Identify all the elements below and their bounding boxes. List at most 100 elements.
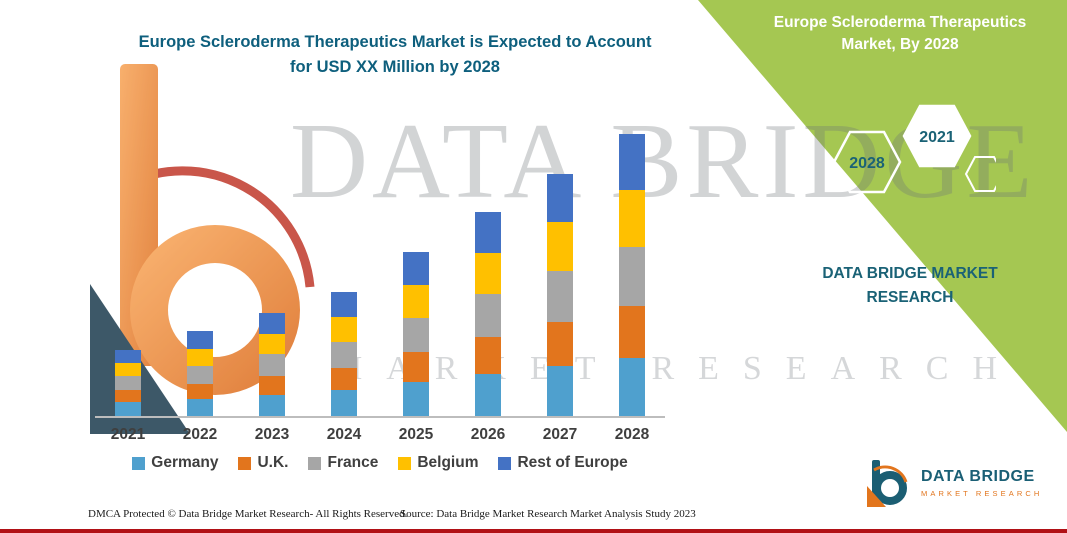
- legend-item-rest-of-europe: Rest of Europe: [498, 454, 628, 472]
- bar-segment-france: [187, 366, 213, 384]
- x-axis-labels: 2021 2022 2023 2024 2025 2026 2027 2028: [95, 426, 665, 444]
- year-hexagons: 2028 2021: [832, 104, 996, 194]
- brand-text-line1: DATA BRIDGE MARKET: [822, 265, 998, 282]
- stacked-bar-2028: [619, 134, 645, 416]
- bar-segment-rest-of-europe: [547, 174, 573, 222]
- legend-item-belgium: Belgium: [398, 454, 478, 472]
- bar-segment-belgium: [403, 285, 429, 318]
- x-axis-label-2022: 2022: [182, 426, 218, 443]
- stacked-bar-2027: [547, 174, 573, 416]
- bar-segment-u-k-: [115, 390, 141, 402]
- hexagon-2021-label: 2021: [919, 129, 955, 146]
- x-axis-label-2021: 2021: [110, 426, 146, 443]
- bar-segment-germany: [619, 358, 645, 416]
- bar-segment-rest-of-europe: [475, 212, 501, 253]
- legend-label: U.K.: [257, 454, 289, 471]
- stacked-bar-2023: [259, 313, 285, 416]
- stacked-bar-2022: [187, 331, 213, 416]
- x-axis-label-2028: 2028: [614, 426, 650, 443]
- bar-segment-u-k-: [259, 376, 285, 395]
- bar-segment-rest-of-europe: [403, 252, 429, 285]
- legend-item-u-k-: U.K.: [238, 454, 288, 472]
- logo-orange-bowl: [130, 225, 300, 395]
- logo-red-arc: [124, 166, 315, 288]
- bar-segment-u-k-: [547, 322, 573, 366]
- legend-swatch: [498, 456, 512, 470]
- footer-source: Source: Data Bridge Market Research Mark…: [400, 508, 696, 520]
- chart-title-line2: for USD XX Million by 2028: [290, 57, 500, 76]
- brand-text-line2: RESEARCH: [866, 289, 954, 307]
- bar-segment-france: [475, 294, 501, 337]
- bar-segment-rest-of-europe: [259, 313, 285, 334]
- bar-segment-rest-of-europe: [115, 350, 141, 363]
- logo-name: DATA BRIDGE: [921, 468, 1035, 485]
- bar-segment-belgium: [259, 334, 285, 354]
- bar-segment-u-k-: [403, 352, 429, 382]
- brand-text: DATA BRIDGE MARKET RESEARCH: [798, 262, 1022, 310]
- bar-segment-u-k-: [187, 384, 213, 399]
- bar-segment-belgium: [115, 363, 141, 376]
- x-axis-label-2024: 2024: [326, 426, 362, 443]
- bar-segment-germany: [115, 402, 141, 416]
- bar-segment-france: [115, 376, 141, 390]
- legend-label: France: [327, 454, 379, 471]
- bar-segment-germany: [475, 374, 501, 416]
- bar-segment-france: [619, 247, 645, 306]
- bar-segment-germany: [259, 395, 285, 416]
- legend-item-france: France: [308, 454, 378, 472]
- side-panel-title-line1: Europe Scleroderma Therapeutics: [773, 14, 1027, 31]
- chart-legend: Germany U.K. France Belgium Rest of Europe: [75, 454, 685, 472]
- data-bridge-logo: DATA BRIDGE MARKET RESEARCH: [866, 458, 1042, 508]
- legend-swatch: [398, 456, 412, 470]
- chart-title-line1: Europe Scleroderma Therapeutics Market i…: [138, 33, 652, 51]
- stacked-bar-2024: [331, 292, 357, 416]
- x-axis-label-2025: 2025: [398, 426, 434, 443]
- bar-segment-germany: [331, 390, 357, 416]
- footer-dmca: DMCA Protected © Data Bridge Market Rese…: [88, 508, 408, 520]
- chart-title: Europe Scleroderma Therapeutics Market i…: [120, 30, 670, 80]
- legend-swatch: [238, 456, 252, 470]
- bar-segment-france: [403, 318, 429, 352]
- stacked-bar-2026: [475, 212, 501, 416]
- bar-segment-rest-of-europe: [331, 292, 357, 317]
- data-bridge-logo-mark: [867, 460, 908, 507]
- hexagon-2021: [902, 104, 972, 168]
- bar-segment-belgium: [547, 222, 573, 271]
- x-axis-label-2023: 2023: [254, 426, 290, 443]
- x-axis-label-2027: 2027: [542, 426, 578, 443]
- logo-subtitle: MARKET RESEARCH: [921, 489, 1043, 498]
- stacked-bar-chart: [95, 128, 665, 418]
- bar-segment-u-k-: [331, 368, 357, 390]
- bar-segment-germany: [547, 366, 573, 416]
- legend-item-germany: Germany: [132, 454, 218, 472]
- bar-segment-belgium: [475, 253, 501, 294]
- bar-segment-belgium: [187, 349, 213, 366]
- side-panel-title: Europe Scleroderma Therapeutics Market, …: [742, 12, 1058, 57]
- bottom-red-line: [0, 529, 1067, 533]
- bar-segment-u-k-: [619, 306, 645, 358]
- stacked-bar-2021: [115, 350, 141, 416]
- legend-label: Belgium: [417, 454, 479, 471]
- legend-label: Germany: [151, 454, 219, 471]
- hexagon-2028-label: 2028: [849, 155, 885, 172]
- side-panel-title-line2: Market, By 2028: [841, 36, 959, 54]
- bar-segment-u-k-: [475, 337, 501, 374]
- legend-swatch: [308, 456, 322, 470]
- legend-swatch: [132, 456, 146, 470]
- bar-segment-france: [331, 342, 357, 368]
- bar-segment-belgium: [331, 317, 357, 342]
- x-axis-label-2026: 2026: [470, 426, 506, 443]
- bar-segment-rest-of-europe: [619, 134, 645, 190]
- watermark-market-research: MARKET RESEARCH: [332, 350, 1022, 387]
- bar-segment-belgium: [619, 190, 645, 247]
- legend-label: Rest of Europe: [517, 454, 628, 471]
- hexagon-2028: [832, 130, 902, 194]
- bar-segment-france: [259, 354, 285, 376]
- bar-segment-germany: [403, 382, 429, 416]
- bar-segment-france: [547, 271, 573, 322]
- stacked-bar-2025: [403, 252, 429, 416]
- bar-segment-rest-of-europe: [187, 331, 213, 349]
- watermark-data-bridge: DATA BRIDGE: [290, 102, 1037, 221]
- hexagon-small-outline: [964, 156, 996, 192]
- bar-segment-germany: [187, 399, 213, 416]
